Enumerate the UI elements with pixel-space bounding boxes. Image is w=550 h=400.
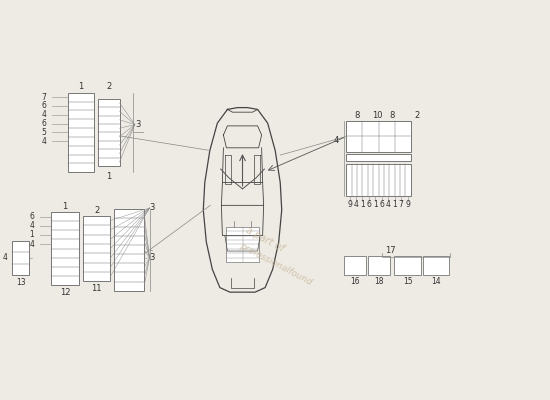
Bar [346,164,411,196]
Text: 6: 6 [41,119,46,128]
Text: 4: 4 [354,200,359,209]
Bar [98,99,119,166]
Text: 6: 6 [379,200,384,209]
Text: 4: 4 [334,136,339,145]
Bar [368,256,390,276]
Text: 4: 4 [29,240,34,248]
Bar [226,227,259,262]
Text: 1: 1 [106,172,111,182]
Text: 4: 4 [41,137,46,146]
Bar [423,256,449,276]
Bar [12,240,29,276]
Bar [346,120,411,152]
Text: 14: 14 [431,277,441,286]
Text: 13: 13 [16,278,25,287]
Text: 8: 8 [389,111,395,120]
Bar [346,154,411,162]
Bar [83,216,110,282]
Bar [51,212,79,286]
Text: 6: 6 [41,102,46,110]
Text: 4: 4 [3,253,8,262]
Text: 17: 17 [385,246,395,255]
Text: a part of: a part of [244,226,285,254]
Bar [114,209,144,290]
Text: 3: 3 [150,204,155,212]
Text: 5: 5 [41,128,46,137]
Text: 10: 10 [372,111,382,120]
Text: 3: 3 [150,253,155,262]
Text: 12: 12 [59,288,70,297]
Text: 2: 2 [106,82,111,91]
Text: 6: 6 [29,212,34,221]
Text: 2: 2 [94,206,99,215]
Text: 1: 1 [373,200,378,209]
Text: 9: 9 [405,200,410,209]
Text: 1: 1 [392,200,397,209]
Text: 9: 9 [347,200,352,209]
Text: 1: 1 [360,200,365,209]
Text: 7: 7 [399,200,404,209]
Text: 18: 18 [375,277,384,286]
Text: 15: 15 [403,277,412,286]
Text: 4: 4 [386,200,390,209]
Text: 1: 1 [29,230,34,239]
Bar [394,256,421,276]
Bar [68,93,94,172]
Text: 4: 4 [41,110,46,119]
Text: 3: 3 [135,120,140,129]
Text: 16: 16 [350,277,360,286]
Text: 11: 11 [91,284,102,293]
Text: 4: 4 [29,221,34,230]
Text: 7: 7 [41,93,46,102]
Text: 6: 6 [366,200,371,209]
Text: 1: 1 [62,202,68,211]
Text: 2: 2 [415,111,420,120]
Text: 8: 8 [355,111,360,120]
Bar [344,256,366,276]
Text: professionalfound: professionalfound [238,241,313,286]
Text: 1: 1 [78,82,84,91]
